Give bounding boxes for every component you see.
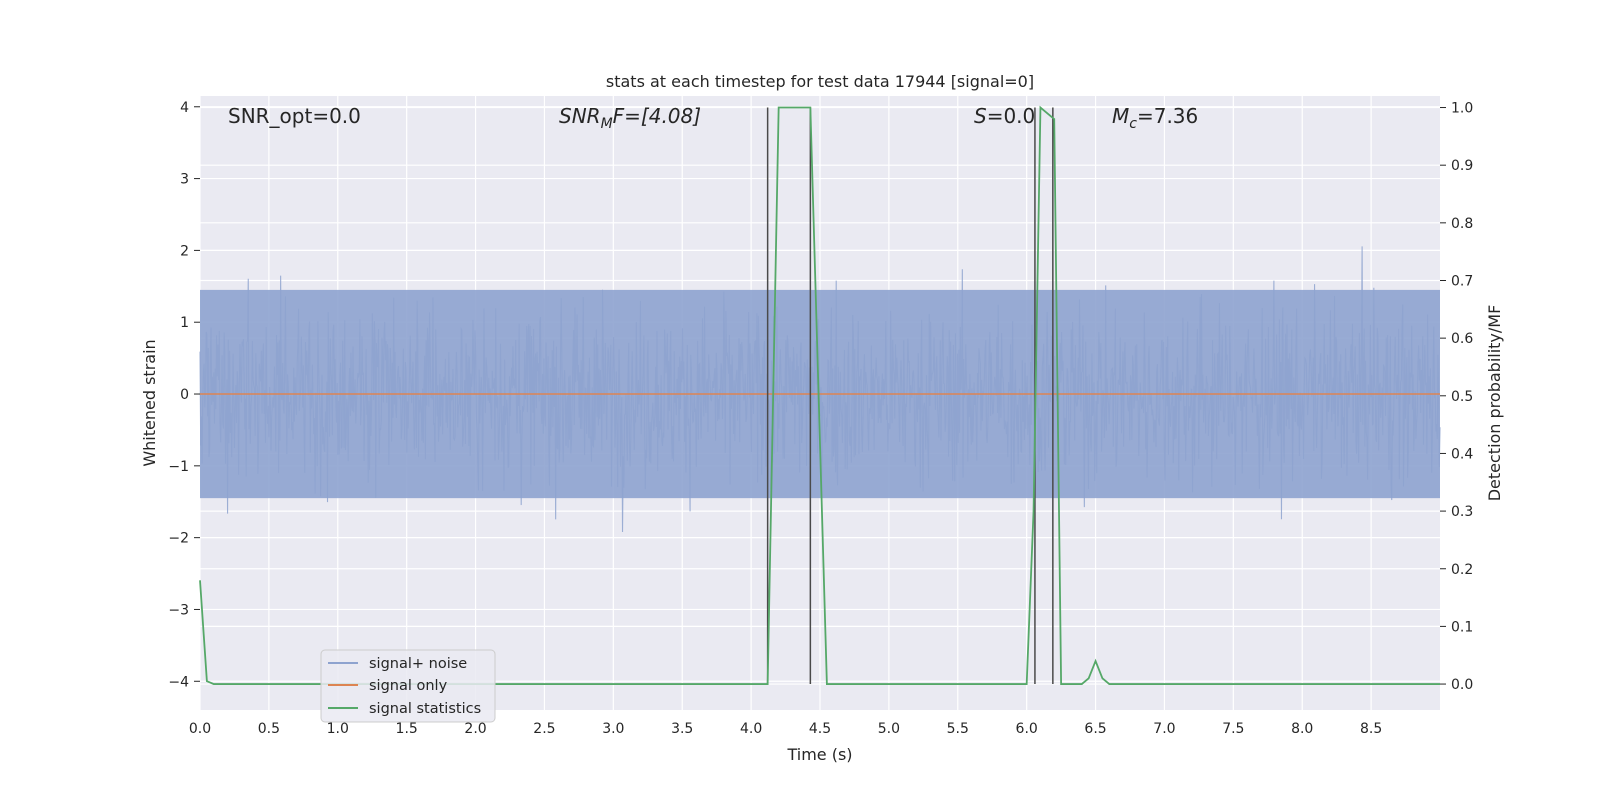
- y-tick-label-right: 0.7: [1451, 273, 1473, 289]
- y-axis-label-right: Detection probability/MF: [1485, 305, 1504, 502]
- x-tick-label: 5.5: [947, 721, 969, 737]
- y-tick-label-left: −3: [168, 602, 189, 618]
- x-tick-label: 0.5: [258, 721, 280, 737]
- x-tick-label: 8.0: [1291, 721, 1313, 737]
- annotation-s-value: =0.0: [987, 104, 1036, 128]
- y-tick-label-left: −4: [168, 674, 189, 690]
- x-tick-label: 6.0: [1016, 721, 1038, 737]
- y-tick-label-right: 1.0: [1451, 101, 1473, 117]
- annotation-mc: Mc=7.36: [1112, 104, 1198, 132]
- y-tick-label-right: 0.4: [1451, 446, 1473, 462]
- y-tick-label-right: 0.3: [1451, 504, 1473, 520]
- annotation-s-label: S: [974, 104, 987, 128]
- x-tick-label: 2.5: [533, 721, 555, 737]
- annotation-snr-opt: SNR_opt=0.0: [228, 104, 361, 128]
- x-tick-label: 3.0: [602, 721, 624, 737]
- chart-title: stats at each timestep for test data 179…: [606, 72, 1034, 91]
- x-tick-label: 2.0: [464, 721, 486, 737]
- y-axis-label-left: Whitened strain: [140, 339, 159, 466]
- y-tick-label-left: −2: [168, 531, 189, 547]
- annotation-s: S=0.0: [974, 104, 1035, 128]
- x-ticks: 0.0 0.5 1.0 1.5 2.0 2.5 3.0 3.5 4.0 4.5 5.0 5.5 6.0 6…: [189, 721, 1382, 737]
- x-tick-label: 5.0: [878, 721, 900, 737]
- x-tick-label: 8.5: [1360, 721, 1382, 737]
- legend-label-signal-only: signal only: [369, 678, 448, 694]
- y-tick-label-right: 0.6: [1451, 331, 1473, 347]
- y-tick-label-right: 0.9: [1451, 158, 1473, 174]
- x-tick-label: 1.0: [327, 721, 349, 737]
- x-axis-label: Time (s): [786, 745, 852, 764]
- annotation-snr-mf-rest: F=[4.08]: [613, 104, 701, 128]
- y-tick-label-right: 0.1: [1451, 619, 1473, 635]
- x-tick-label: 7.5: [1222, 721, 1244, 737]
- annotation-mc-value: =7.36: [1137, 104, 1198, 128]
- annotation-snr-mf-main: SNR: [559, 104, 601, 128]
- x-tick-label: 3.5: [671, 721, 693, 737]
- y-tick-label-left: 0: [180, 387, 189, 403]
- x-tick-label: 7.0: [1153, 721, 1175, 737]
- y-tick-label-right: 0.0: [1451, 677, 1473, 693]
- x-tick-label: 1.5: [396, 721, 418, 737]
- legend: signal+ noise signal only signal statist…: [320, 649, 496, 723]
- y-tick-label-left: 3: [180, 172, 189, 188]
- y-tick-label-right: 0.2: [1451, 562, 1473, 578]
- legend-label-statistics: signal statistics: [369, 701, 481, 717]
- legend-box: [320, 649, 496, 723]
- x-tick-label: 0.0: [189, 721, 211, 737]
- x-tick-label: 4.5: [809, 721, 831, 737]
- y-ticks-left: 4 3 2 1 0 −1 −2 −3 −4: [168, 100, 200, 690]
- y-ticks-right: 1.0 0.9 0.8 0.7 0.6 0.5 0.4 0.3 0.2 0.1 0.0: [1440, 101, 1473, 693]
- y-tick-label-left: −1: [168, 459, 189, 475]
- annotation-snr-mf: SNRMF=[4.08]: [559, 104, 701, 132]
- annotation-snr-mf-sub: M: [601, 116, 613, 132]
- annotation-mc-label: M: [1112, 104, 1129, 128]
- y-tick-label-left: 1: [180, 315, 189, 331]
- series-signal-statistics: [199, 105, 1440, 685]
- y-tick-label-right: 0.5: [1451, 389, 1473, 405]
- x-tick-label: 6.5: [1084, 721, 1106, 737]
- y-tick-label-left: 4: [180, 100, 189, 116]
- y-tick-label-right: 0.8: [1451, 216, 1473, 232]
- annotation-mc-sub: c: [1129, 116, 1137, 132]
- legend-label-noise: signal+ noise: [369, 656, 467, 672]
- x-tick-label: 4.0: [740, 721, 762, 737]
- signal-lines: [199, 105, 1440, 685]
- y-tick-label-left: 2: [180, 243, 189, 259]
